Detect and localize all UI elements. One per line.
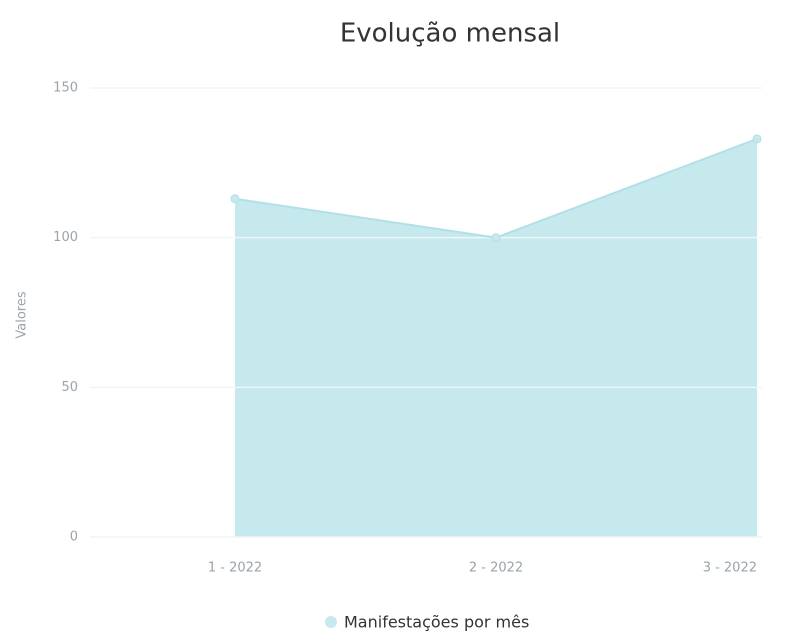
legend-marker (325, 616, 337, 628)
y-axis-title: Valores (15, 291, 30, 338)
point (230, 194, 240, 204)
area (235, 138, 757, 538)
y-tick-label: 0 (70, 530, 78, 545)
x-tick-label: 1 - 2022 (208, 561, 262, 576)
y-tick-label: 50 (61, 380, 78, 395)
x-tick-label: 2 - 2022 (469, 561, 523, 576)
y-tick-label: 150 (53, 81, 78, 96)
chart-title: Evolução mensal (340, 19, 560, 49)
point (752, 134, 762, 144)
point (491, 233, 501, 243)
x-tick-label: 3 - 2022 (703, 561, 757, 576)
y-tick-label: 100 (53, 230, 78, 245)
legend: Manifestações por mês (344, 613, 529, 632)
